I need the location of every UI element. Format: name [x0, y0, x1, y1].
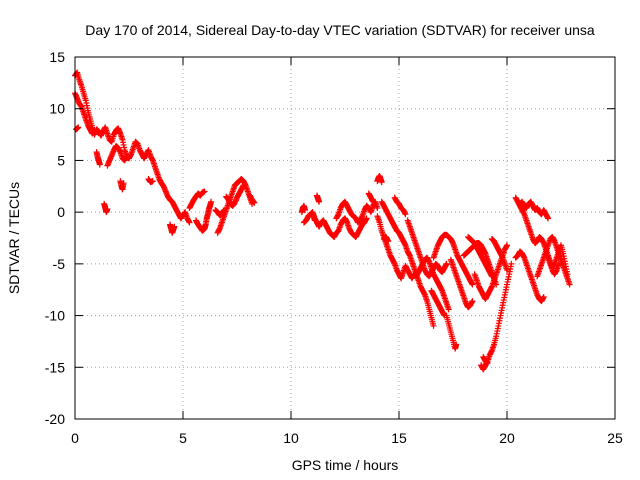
data-point	[221, 207, 228, 214]
data-point	[201, 188, 208, 195]
data-point	[402, 211, 409, 218]
data-point	[120, 180, 127, 187]
data-point	[545, 215, 552, 222]
data-point	[186, 219, 193, 226]
x-tick-label: 5	[179, 430, 187, 446]
data-point	[488, 273, 495, 280]
y-tick-label: -10	[45, 308, 65, 324]
data-point	[302, 207, 309, 214]
data-point	[504, 242, 510, 249]
chart-title: Day 170 of 2014, Sidereal Day-to-day VTE…	[85, 22, 595, 38]
x-tick-label: 15	[391, 430, 407, 446]
x-axis-label: GPS time / hours	[292, 457, 399, 473]
y-tick-label: -15	[45, 359, 65, 375]
data-point	[104, 206, 111, 213]
x-tick-label: 20	[499, 430, 515, 446]
data-point	[91, 127, 98, 134]
data-point	[251, 199, 258, 206]
x-tick-label: 25	[607, 430, 623, 446]
data-point	[363, 215, 370, 222]
data-point	[540, 293, 547, 300]
y-tick-label: -5	[53, 256, 66, 272]
data-point	[443, 260, 450, 267]
data-point	[123, 153, 130, 160]
axis-ticks: 0 5 10 15 20 25 15 10 5 0 -5 -10 -15 -20	[45, 49, 623, 446]
data-point	[453, 341, 460, 348]
data-point	[555, 260, 562, 267]
data-point	[149, 178, 156, 185]
y-tick-label: -20	[45, 411, 65, 427]
data-point	[566, 281, 573, 288]
x-tick-label: 0	[71, 430, 79, 446]
data-point	[240, 182, 247, 189]
y-tick-label: 0	[57, 204, 65, 220]
data-point	[208, 198, 215, 205]
y-tick-label: 10	[49, 101, 65, 117]
data-point	[316, 198, 323, 205]
data-point	[171, 223, 178, 230]
data-point	[508, 260, 515, 267]
data-point	[469, 281, 476, 288]
data-point	[445, 306, 452, 313]
data-point	[430, 322, 437, 329]
y-tick-label: 15	[49, 49, 65, 65]
data-point	[378, 179, 385, 186]
data-point	[96, 161, 103, 168]
data-point	[469, 298, 476, 305]
data-point	[311, 217, 318, 224]
data-points	[72, 69, 573, 373]
x-tick-label: 10	[283, 430, 299, 446]
y-tick-label: 5	[57, 152, 65, 168]
data-point	[374, 205, 381, 212]
y-axis-label: SDTVAR / TECUs	[6, 182, 22, 294]
data-point	[385, 238, 392, 245]
data-point	[441, 312, 448, 319]
data-point	[484, 360, 491, 367]
data-point	[370, 198, 377, 205]
plot-frame	[74, 56, 616, 420]
data-point	[75, 124, 82, 131]
